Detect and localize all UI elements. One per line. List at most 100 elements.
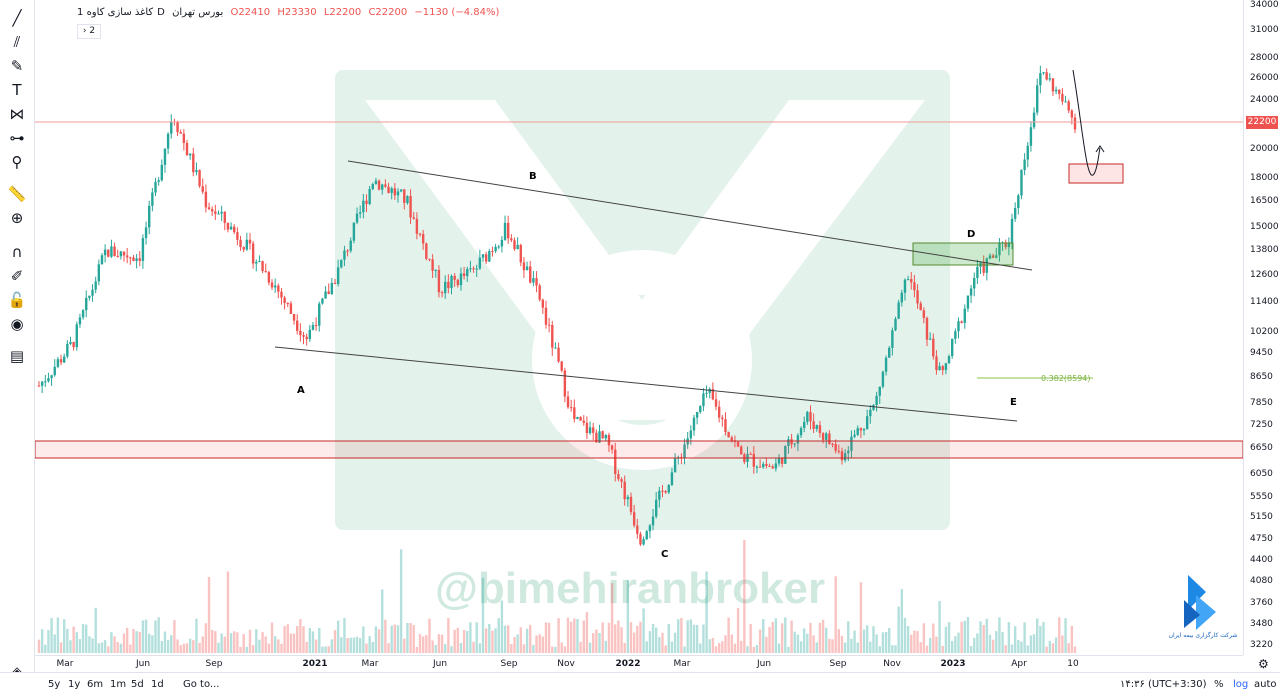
measure-icon[interactable]: ⊶ [9, 129, 25, 147]
price-tick: 34000 [1250, 0, 1279, 10]
candle-body [821, 433, 825, 440]
volume-bar [695, 624, 699, 653]
zoom-in-icon[interactable]: ⊕ [10, 209, 24, 227]
volume-bar [459, 642, 463, 653]
candle-body [689, 430, 693, 439]
time-axis[interactable]: Mar Jun Sep 2021 Mar Jun Sep Nov 2022 Mar Jun Sep No… [35, 655, 1243, 673]
volume-bar [462, 630, 466, 653]
candle-body [233, 226, 236, 233]
trash-icon[interactable]: ▤ [9, 347, 25, 365]
volume-bar [399, 549, 403, 653]
ruler-icon[interactable]: 📏 [7, 185, 27, 203]
candle-body [831, 443, 834, 445]
range-1y-button[interactable]: 1y [68, 679, 81, 690]
range-5d-button[interactable]: 5d [131, 679, 144, 690]
lock-icon[interactable]: 🔓 [7, 291, 27, 309]
volume-bar [50, 617, 53, 653]
volume-bar [736, 608, 740, 653]
zoom-icon[interactable]: ⚲ [11, 153, 23, 171]
symbol-name[interactable]: کاغذ سازی کاوه [86, 7, 154, 18]
volume-bar [305, 641, 308, 653]
volume-bar [176, 639, 179, 653]
candle-body [721, 417, 724, 420]
range-1d-button[interactable]: 1d [151, 679, 164, 690]
channel-upper-line[interactable] [347, 160, 1033, 271]
percent-toggle[interactable]: % [1214, 679, 1224, 690]
candle-body [758, 466, 762, 468]
time-tick: Sep [205, 659, 223, 669]
auto-toggle[interactable]: auto [1254, 679, 1277, 690]
volume-bar [884, 631, 888, 653]
reaction-zone-d[interactable] [912, 242, 1014, 266]
volume-bar [428, 618, 431, 653]
candle-body [283, 297, 286, 304]
candle-body [85, 297, 88, 311]
candle-body [1064, 101, 1067, 103]
candle-body [903, 279, 907, 293]
log-toggle[interactable]: log [1233, 679, 1249, 690]
volume-bar [1042, 622, 1045, 653]
candle-body [774, 463, 778, 469]
volume-bar [1048, 640, 1052, 653]
candle-body [973, 278, 976, 289]
interval[interactable]: 1D [77, 7, 165, 18]
volume-bar [324, 646, 327, 653]
ohlc-high: H23330 [277, 7, 317, 18]
candle-body [466, 269, 469, 277]
indicators-toggle-button[interactable]: › 2 [77, 24, 101, 39]
volume-bar [891, 645, 894, 653]
volume-bar [192, 640, 195, 653]
trendline-icon[interactable]: ⫽ [13, 33, 21, 51]
lock-drawing-icon[interactable]: ✐ [10, 267, 24, 285]
candle-body [790, 439, 793, 445]
candle-body [40, 381, 44, 386]
volume-bar [229, 633, 233, 653]
volume-bar [516, 634, 519, 653]
price-tick: 26000 [1250, 72, 1279, 83]
range-5y-button[interactable]: 5y [48, 679, 61, 690]
candle-body [318, 303, 321, 326]
candle-body [179, 132, 182, 134]
crosshair-icon[interactable]: ╱ [12, 9, 22, 27]
candle-body [242, 247, 245, 250]
volume-bar [497, 618, 500, 653]
volume-bar [595, 629, 598, 653]
fib-icon[interactable]: ✎ [10, 57, 24, 75]
volume-bar [910, 634, 913, 653]
magnet-icon[interactable]: ∩ [11, 243, 23, 261]
volume-bar [1036, 618, 1039, 653]
eye-icon[interactable]: ◉ [10, 315, 24, 333]
target-zone[interactable] [1068, 163, 1124, 184]
candle-body [1029, 127, 1033, 146]
candle-body [692, 417, 696, 431]
range-6m-button[interactable]: 6m [87, 679, 104, 690]
channel-lower-line[interactable] [274, 346, 1018, 422]
goto-button[interactable]: Go to... [183, 679, 220, 690]
candle-body [636, 525, 639, 534]
time-tick: Sep [500, 659, 518, 669]
range-1m-button[interactable]: 1m [110, 679, 127, 690]
price-axis[interactable]: 3400031000280002600024000220002000018000… [1243, 0, 1280, 655]
candle-body [998, 243, 1001, 256]
volume-bar [941, 645, 944, 653]
support-zone[interactable] [35, 440, 1243, 459]
chart-pane[interactable]: @bimehiranbroker 0.382(8594) A B C D E ک… [35, 0, 1243, 655]
volume-bar [610, 583, 614, 653]
candle-body [724, 419, 727, 433]
volume-bar [973, 637, 976, 653]
price-chart[interactable]: @bimehiranbroker 0.382(8594) A B C D E [35, 0, 1243, 655]
pattern-icon[interactable]: ⋈ [9, 105, 25, 123]
volume-bar [66, 628, 69, 653]
candle-body [434, 269, 437, 271]
volume-bar [450, 646, 453, 653]
volume-bar [248, 629, 252, 653]
candle-body [110, 246, 113, 257]
candle-body [358, 212, 362, 214]
text-icon[interactable]: T [12, 81, 22, 99]
price-tick: 9450 [1250, 347, 1273, 358]
projection-arrow[interactable] [1072, 69, 1101, 176]
candle-body [705, 392, 708, 394]
volume-bar [837, 629, 841, 653]
candle-body [683, 444, 686, 458]
settings-gear-icon[interactable]: ⚙ [1258, 657, 1269, 671]
